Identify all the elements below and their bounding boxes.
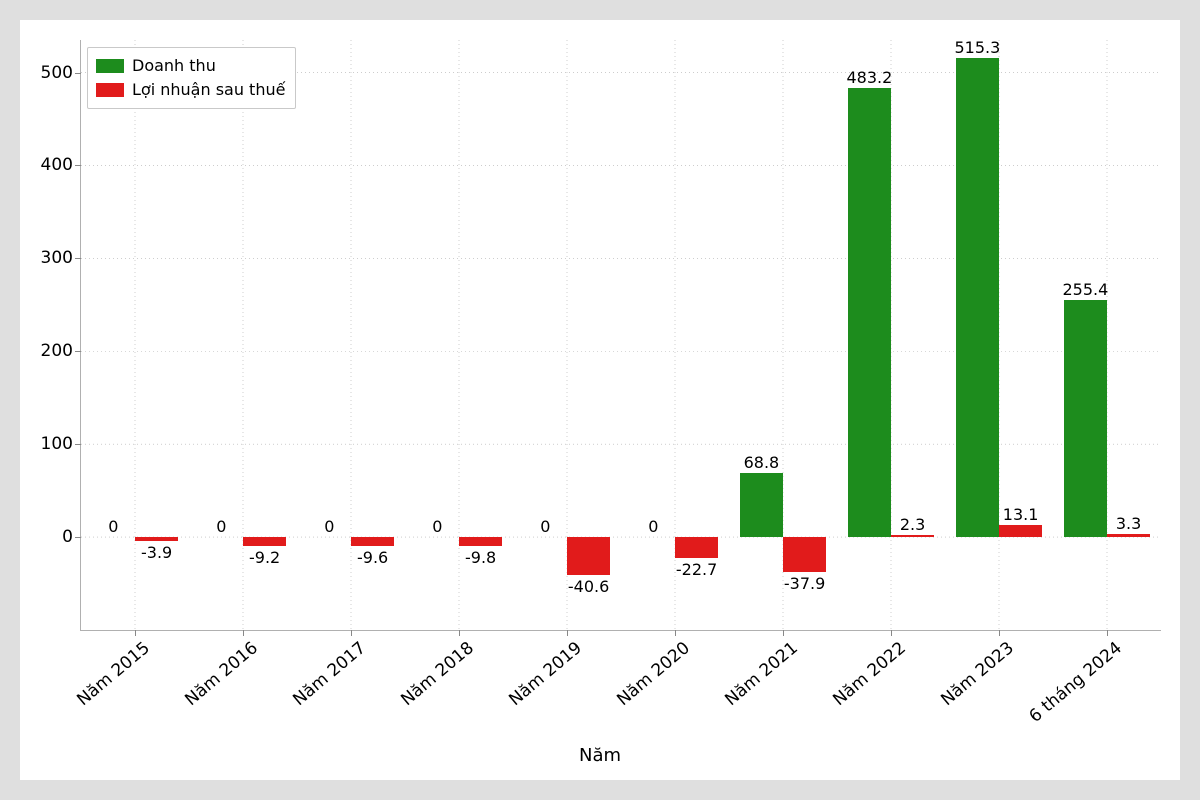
bar-value-label: 2.3: [900, 515, 925, 534]
bar-profit: [1107, 534, 1150, 537]
x-tick-label: 6 tháng 2024: [1025, 638, 1125, 727]
bar-value-label: -22.7: [676, 560, 717, 579]
x-axis-label: Năm: [579, 745, 621, 766]
bar-profit: [459, 537, 502, 546]
plot-area: 0100200300400500Năm 20150-3.9Năm 20160-9…: [80, 40, 1161, 631]
y-tick-label: 100: [41, 434, 73, 454]
bar-value-label: 483.2: [846, 68, 892, 87]
legend-item-profit: Lợi nhuận sau thuế: [96, 78, 285, 102]
y-tick-label: 400: [41, 155, 73, 175]
bar-revenue: [1064, 300, 1107, 537]
bar-value-label: 0: [324, 517, 334, 536]
bar-value-label: -9.6: [357, 548, 388, 567]
bar-profit: [135, 537, 178, 541]
x-tick-label: Năm 2021: [721, 638, 802, 710]
chart-frame: 0 100 200 300 400 500 Năm 2015 0 -3.9 Năm 2016 0 -9…: [20, 20, 1180, 780]
y-tick-label: 0: [62, 527, 73, 547]
bar-value-label: 68.8: [744, 453, 780, 472]
bar-value-label: -3.9: [141, 543, 172, 562]
bar-value-label: 13.1: [1003, 505, 1039, 524]
legend-label-revenue: Doanh thu: [132, 54, 216, 78]
bar-value-label: 515.3: [954, 38, 1000, 57]
bar-profit: [675, 537, 718, 558]
legend-swatch-revenue: [96, 59, 124, 73]
x-tick-label: Năm 2017: [289, 638, 370, 710]
x-tick-label: Năm 2019: [505, 638, 586, 710]
x-tick-label: Năm 2022: [829, 638, 910, 710]
x-tick-label: Năm 2023: [937, 638, 1018, 710]
bar-revenue: [956, 58, 999, 537]
bar-revenue: [740, 473, 783, 537]
bar-profit: [243, 537, 286, 546]
bar-value-label: 0: [432, 517, 442, 536]
bar-profit: [891, 535, 934, 537]
y-tick-label: 300: [41, 248, 73, 268]
bar-value-label: 0: [648, 517, 658, 536]
bar-profit: [351, 537, 394, 546]
bar-value-label: -9.8: [465, 548, 496, 567]
bar-value-label: 0: [216, 517, 226, 536]
legend: Doanh thu Lợi nhuận sau thuế: [87, 47, 296, 109]
bar-value-label: -9.2: [249, 548, 280, 567]
y-tick-label: 200: [41, 341, 73, 361]
x-tick-label: Năm 2018: [397, 638, 478, 710]
x-tick-label: Năm 2020: [613, 638, 694, 710]
legend-swatch-profit: [96, 83, 124, 97]
bar-value-label: 255.4: [1062, 280, 1108, 299]
bar-value-label: 0: [108, 517, 118, 536]
bar-value-label: -37.9: [784, 574, 825, 593]
bar-profit: [999, 525, 1042, 537]
bar-value-label: 0: [540, 517, 550, 536]
y-tick-label: 500: [41, 63, 73, 83]
bar-profit: [783, 537, 826, 572]
bar-profit: [567, 537, 610, 575]
page-background: 0 100 200 300 400 500 Năm 2015 0 -3.9 Năm 2016 0 -9…: [0, 0, 1200, 800]
legend-label-profit: Lợi nhuận sau thuế: [132, 78, 285, 102]
x-tick-label: Năm 2015: [73, 638, 154, 710]
legend-item-revenue: Doanh thu: [96, 54, 285, 78]
x-tick-label: Năm 2016: [181, 638, 262, 710]
bar-revenue: [848, 88, 891, 537]
bar-value-label: -40.6: [568, 577, 609, 596]
bar-value-label: 3.3: [1116, 514, 1141, 533]
